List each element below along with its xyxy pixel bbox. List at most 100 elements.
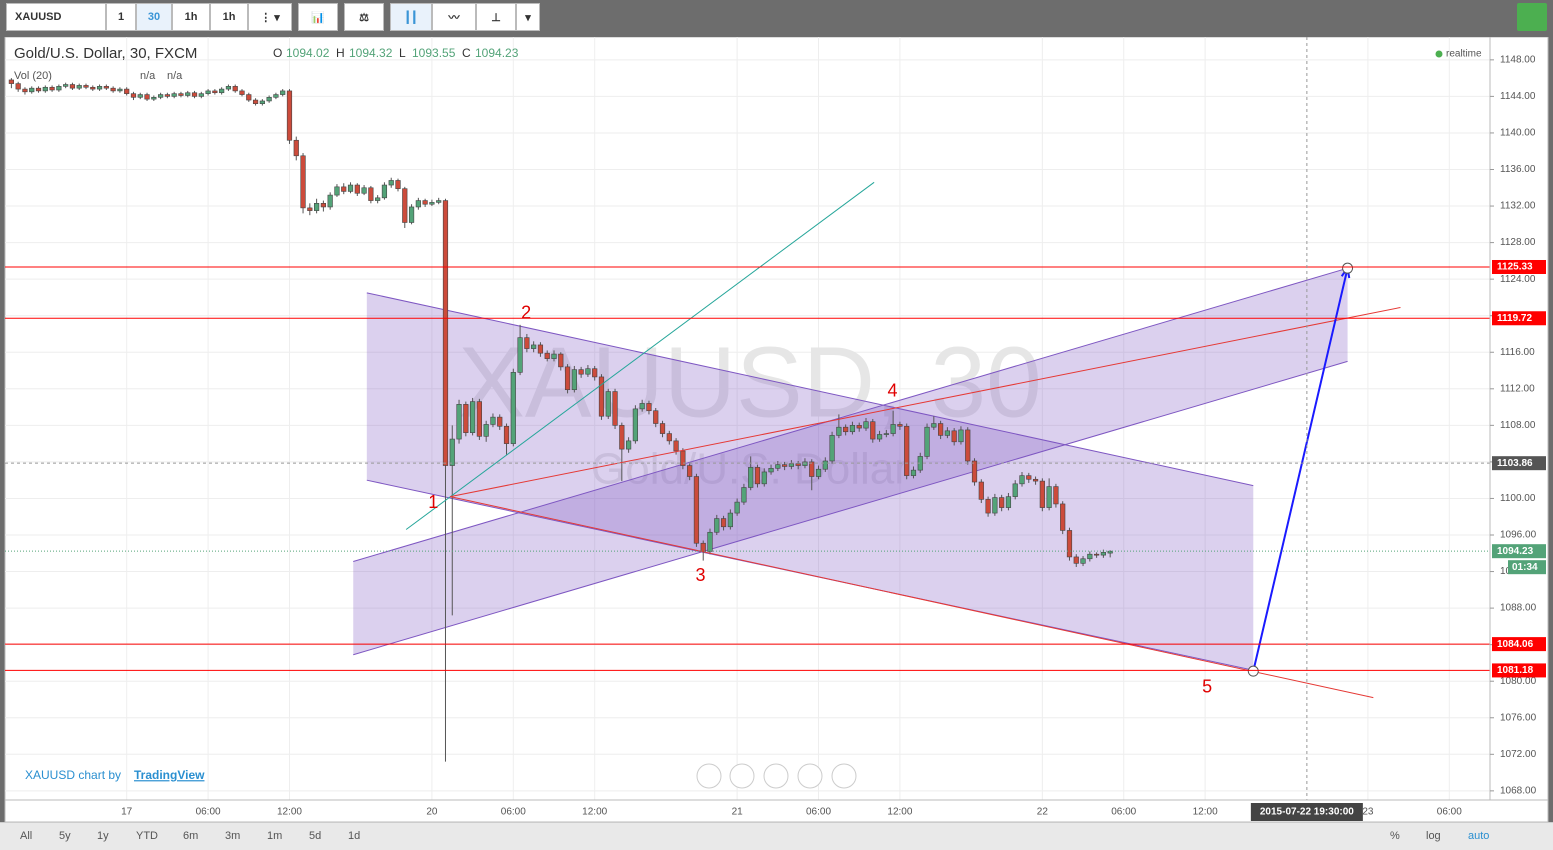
ohlc-value: 1093.55 [412,46,456,60]
line-button[interactable]: 〰 [432,3,476,31]
x-tick-label: 12:00 [277,807,302,818]
candle-body [958,429,964,443]
zoom-out[interactable] [729,763,755,789]
candle-body [978,481,984,500]
y-tick-label: 1124.00 [1500,274,1536,285]
interval-button[interactable]: 1 [106,3,136,31]
candle-body [307,207,313,211]
candle-body [585,368,591,375]
range-button[interactable]: 6m [183,830,199,842]
interval-button[interactable]: 1h [172,3,210,31]
candle-body [69,84,76,89]
range-button[interactable]: 1d [348,830,361,842]
candle-body [246,94,252,101]
x-tick-label: 06:00 [1437,807,1462,818]
indicators-button[interactable]: 📊 [298,3,338,31]
credit-link[interactable]: TradingView [134,768,205,782]
candle-body [422,200,428,205]
trend-line [450,496,1374,699]
candle-body [619,425,625,450]
reset[interactable] [763,763,789,789]
candle-body [571,369,577,391]
interval-button[interactable]: 1h [210,3,248,31]
candle-body [436,200,442,203]
candle-body [29,87,35,93]
scroll-right[interactable] [831,763,857,789]
candle-body [381,184,388,199]
candle-body [687,465,693,477]
wave-label: 3 [695,565,705,585]
channel [353,268,1348,655]
candle-body [551,353,557,359]
candle-body [49,86,55,91]
candle-body [1107,550,1113,554]
candle-body [592,368,598,378]
candle-body [741,487,747,503]
candle-body [456,404,462,440]
drawings [353,267,1348,671]
snapshot-button[interactable] [1517,3,1547,31]
draw-button[interactable]: ⊥ [476,3,516,31]
bar-style-button[interactable]: ┃┃ [390,3,432,31]
candle-body [815,468,822,477]
candle-body [1073,556,1079,564]
candle-body [171,93,177,97]
price-line-label: 1081.18 [1497,665,1534,676]
y-tick-label: 1068.00 [1500,786,1537,797]
candle-body [225,86,232,90]
candle-body [578,369,584,375]
candle-body [653,410,659,424]
compare-button[interactable]: ⚖ [344,3,384,31]
scale-option[interactable]: % [1390,830,1400,842]
chart-background [4,37,1549,822]
candle-body [42,86,48,92]
candle-body [347,184,354,192]
candle-body [809,461,815,477]
last-price-label-box [1492,544,1546,559]
x-tick-label: 12:00 [582,807,607,818]
candle-body [632,408,638,442]
y-tick-label: 1096.00 [1500,530,1537,541]
candle-body [680,450,686,466]
candle-body [219,88,225,94]
ohlc-value: 1094.32 [349,46,393,60]
range-button[interactable]: 5y [59,830,71,842]
candle-body [985,499,991,514]
y-tick-label: 1116.00 [1500,347,1535,358]
countdown-box [1508,560,1546,575]
interval-button[interactable]: 30 [136,3,172,31]
range-button[interactable]: YTD [136,830,158,842]
candle-body [191,92,198,97]
candle-body [178,93,184,96]
candle-body [734,501,740,514]
candle-body [639,403,645,410]
candle-body [341,186,347,192]
candle-body [205,90,211,94]
wave-label: 2 [521,303,531,323]
candle-body [375,197,381,201]
zoom-in[interactable] [797,763,823,789]
interval-menu[interactable]: ⋮ ▾ [248,3,292,31]
candle-body [76,85,82,89]
range-button[interactable]: All [20,830,33,842]
range-button[interactable]: 3m [225,830,241,842]
candle-body [103,86,109,89]
candle-body [863,421,869,429]
ohlc-label: O [273,46,282,60]
scroll-left[interactable] [696,763,722,789]
candle-body [497,416,503,427]
range-button[interactable]: 1m [267,830,283,842]
candle-body [320,203,326,208]
trend-line [405,181,875,530]
y-tick-label: 1140.00 [1500,128,1536,139]
scale-option[interactable]: log [1426,830,1441,842]
handle [1247,665,1259,677]
symbol-input[interactable]: XAUUSD [6,3,106,31]
handle [1342,262,1354,274]
range-button[interactable]: 5d [309,830,322,842]
range-button[interactable]: 1y [97,830,109,842]
scale-option[interactable]: auto [1468,830,1490,842]
candle-body [1039,480,1045,508]
draw-menu[interactable]: ▾ [516,3,540,31]
last-price-label: 1094.23 [1497,546,1534,557]
